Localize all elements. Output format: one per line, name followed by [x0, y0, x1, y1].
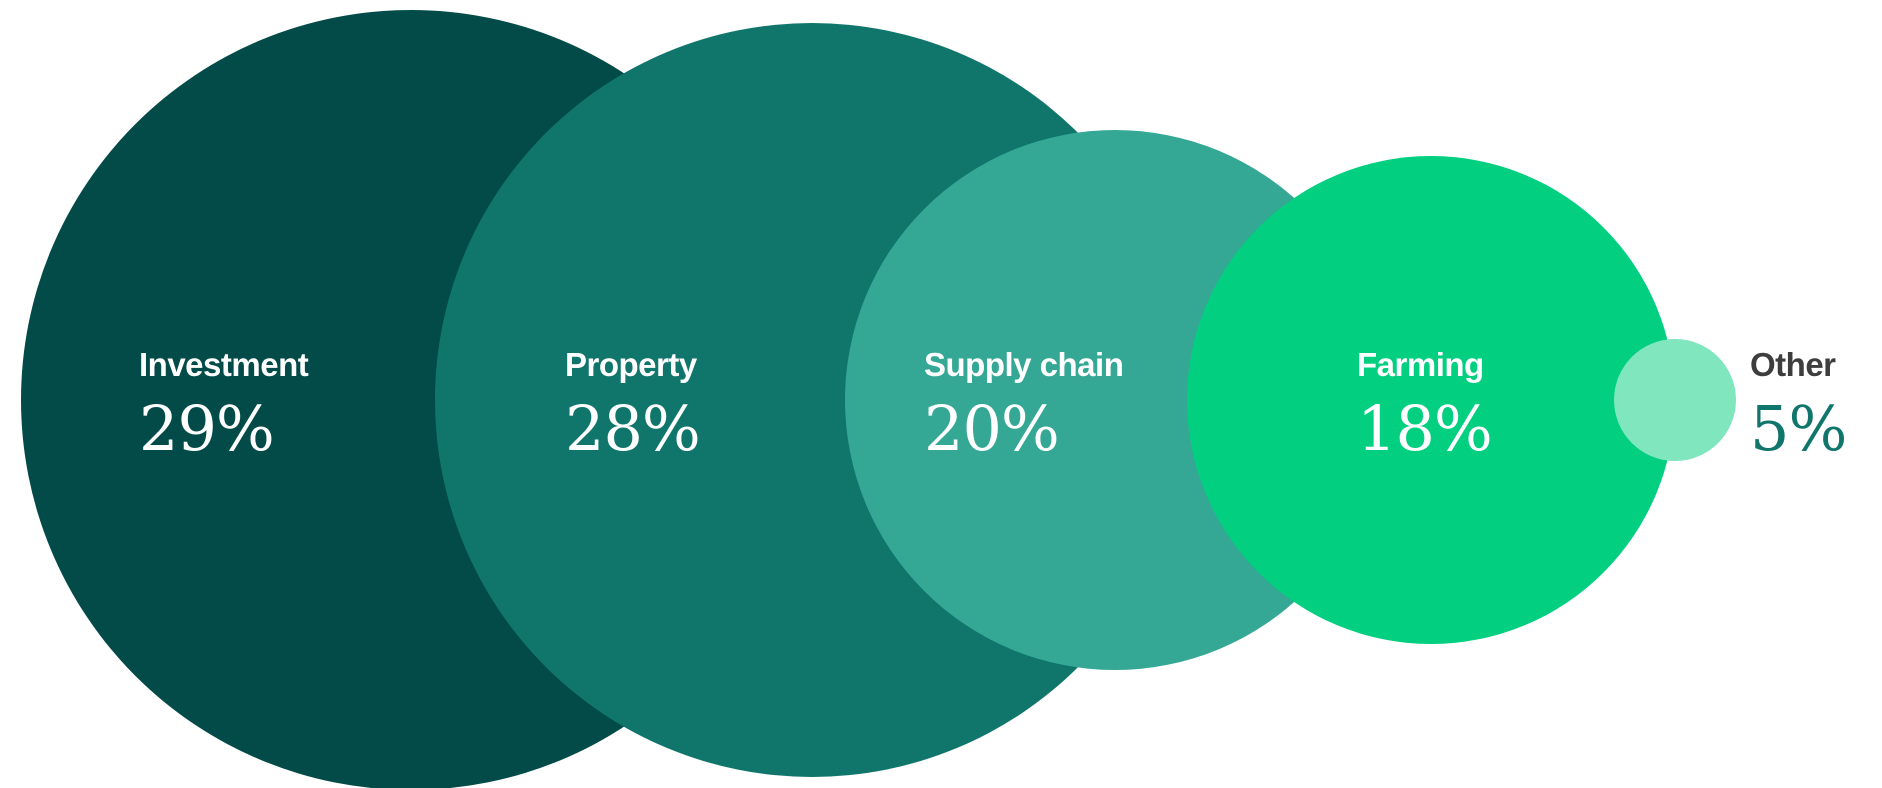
category-label-property: Property	[565, 346, 698, 383]
value-label-supply-chain: 20%	[924, 392, 1059, 465]
value-label-other: 5%	[1750, 392, 1846, 465]
label-layer: Investment 29% Property 28% Supply chain 20% F…	[139, 346, 1847, 465]
bubble-layer	[21, 10, 1736, 788]
category-label-investment: Investment	[139, 346, 309, 383]
category-label-other: Other	[1750, 346, 1836, 383]
category-label-supply-chain: Supply chain	[924, 346, 1123, 383]
category-label-farming: Farming	[1357, 346, 1484, 383]
bubble-other	[1614, 339, 1736, 461]
value-label-investment: 29%	[139, 392, 274, 465]
value-label-farming: 18%	[1357, 392, 1492, 465]
value-label-property: 28%	[565, 392, 700, 465]
bubble-farming	[1187, 156, 1675, 644]
